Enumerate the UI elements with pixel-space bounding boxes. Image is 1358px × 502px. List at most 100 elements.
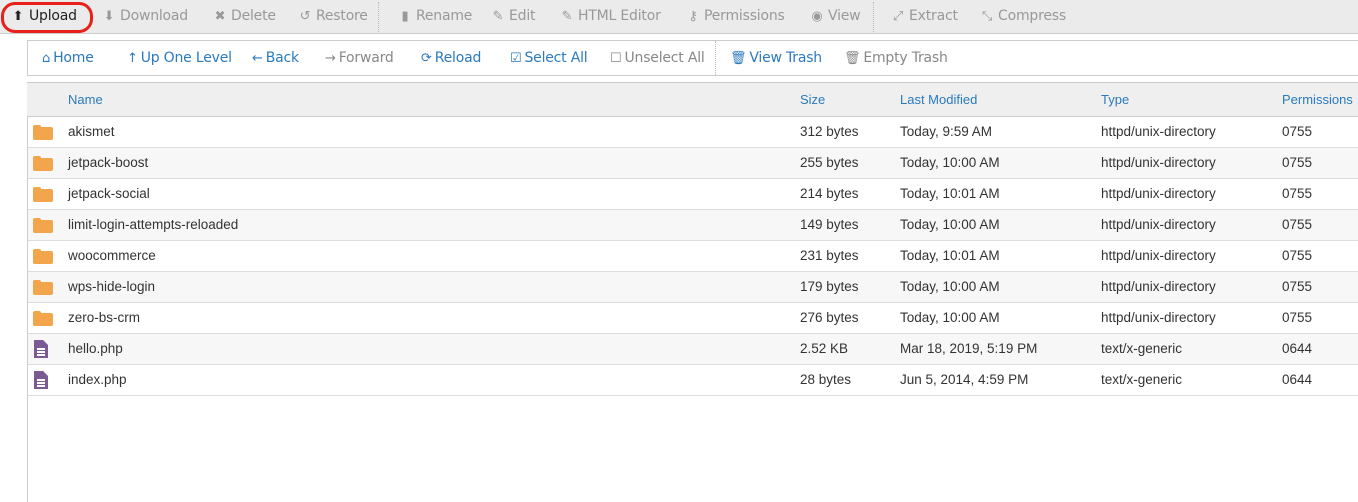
file-type: httpd/unix-directory: [1101, 155, 1216, 170]
empty-trash-button[interactable]: 🗑 Empty Trash: [844, 50, 948, 66]
column-header-last-modified[interactable]: Last Modified: [900, 92, 978, 107]
file-modified: Today, 10:00 AM: [900, 310, 1000, 325]
file-size: 276 bytes: [800, 310, 859, 325]
file-icon: [34, 340, 48, 358]
table-row[interactable]: wps-hide-login 179 bytes Today, 10:00 AM ht…: [28, 272, 1358, 303]
view-button[interactable]: ◉ View: [809, 8, 860, 24]
table-row[interactable]: zero-bs-crm 276 bytes Today, 10:00 AM httpd…: [28, 303, 1358, 334]
button-label: Restore: [316, 8, 368, 24]
table-row[interactable]: woocommerce 231 bytes Today, 10:01 AM httpd…: [28, 241, 1358, 272]
table-row[interactable]: akismet 312 bytes Today, 9:59 AM httpd/unix…: [28, 117, 1358, 148]
pencil-icon: ✎: [492, 9, 504, 24]
column-header-type[interactable]: Type: [1101, 92, 1130, 107]
file-name[interactable]: jetpack-social: [68, 186, 150, 201]
table-row[interactable]: jetpack-social 214 bytes Today, 10:01 AM ht…: [28, 179, 1358, 210]
compress-button[interactable]: ⤡ Compress: [979, 8, 1066, 24]
download-button[interactable]: ⬇ Download: [101, 8, 189, 24]
permissions-button[interactable]: ⚷ Permissions: [685, 8, 784, 24]
button-label: Compress: [998, 8, 1066, 24]
folder-icon: [33, 249, 53, 264]
column-header-permissions[interactable]: Permissions: [1282, 92, 1353, 107]
button-label: Edit: [509, 8, 536, 24]
file-name[interactable]: woocommerce: [68, 248, 156, 263]
file-size: 255 bytes: [800, 155, 859, 170]
table-row[interactable]: jetpack-boost 255 bytes Today, 10:00 AM htt…: [28, 148, 1358, 179]
checked-box-icon: ☑: [510, 51, 522, 66]
file-name[interactable]: wps-hide-login: [68, 279, 156, 294]
rename-button[interactable]: ▮ Rename: [397, 8, 473, 24]
file-name[interactable]: hello.php: [68, 341, 123, 356]
key-icon: ⚷: [688, 9, 698, 24]
file-modified: Today, 10:01 AM: [900, 248, 1000, 263]
file-size: 2.52 KB: [800, 341, 849, 356]
file-modified: Mar 18, 2019, 5:19 PM: [900, 341, 1038, 356]
file-size: 149 bytes: [800, 217, 859, 232]
file-type: httpd/unix-directory: [1101, 186, 1216, 201]
button-label: Download: [120, 8, 188, 24]
file-type: httpd/unix-directory: [1101, 248, 1216, 263]
home-icon: ⌂: [42, 51, 51, 66]
upload-highlight-circle: [1, 2, 93, 33]
home-button[interactable]: ⌂ Home: [42, 50, 94, 66]
folder-icon: [33, 187, 53, 202]
file-modified: Today, 10:00 AM: [900, 279, 1000, 294]
button-label: Up One Level: [140, 50, 232, 66]
file-name[interactable]: zero-bs-crm: [68, 310, 141, 325]
toolbar-divider: [378, 2, 379, 32]
extract-button[interactable]: ⤢ Extract: [890, 8, 958, 24]
toolbar-divider: [873, 2, 874, 32]
view-trash-button[interactable]: 🗑 View Trash: [730, 50, 822, 66]
close-icon: ✖: [214, 9, 226, 24]
delete-button[interactable]: ✖ Delete: [212, 8, 276, 24]
file-size: 214 bytes: [800, 186, 859, 201]
edit-square-icon: ✎: [561, 9, 573, 24]
upload-button[interactable]: ⬆ Upload: [10, 8, 77, 24]
expand-icon: ⤢: [892, 9, 904, 24]
undo-icon: ↺: [299, 9, 311, 24]
edit-button[interactable]: ✎ Edit: [490, 8, 536, 24]
button-label: View: [828, 8, 861, 24]
reload-button[interactable]: ⟳ Reload: [421, 50, 481, 66]
navigation-bar: ⌂ Home ↑ Up One Level ← Back → Forward ⟳ Reload ☑ S…: [27, 40, 1358, 76]
select-all-button[interactable]: ☑ Select All: [510, 50, 588, 66]
table-row[interactable]: index.php 28 bytes Jun 5, 2014, 4:59 PM tex…: [28, 365, 1358, 396]
refresh-icon: ⟳: [421, 51, 432, 66]
file-size: 179 bytes: [800, 279, 859, 294]
file-type: httpd/unix-directory: [1101, 124, 1216, 139]
file-name[interactable]: jetpack-boost: [68, 155, 149, 170]
file-name[interactable]: index.php: [68, 372, 127, 387]
trash-icon: 🗑: [730, 51, 747, 66]
button-label: Delete: [231, 8, 276, 24]
nav-divider: [715, 41, 716, 75]
button-label: Select All: [524, 50, 588, 66]
button-label: View Trash: [749, 50, 822, 66]
file-modified: Today, 10:00 AM: [900, 155, 1000, 170]
arrow-right-icon: →: [325, 51, 336, 66]
forward-button[interactable]: → Forward: [325, 50, 394, 66]
button-label: Extract: [909, 8, 958, 24]
file-name[interactable]: akismet: [68, 124, 115, 139]
button-label: Rename: [416, 8, 473, 24]
unselect-all-button[interactable]: ☐ Unselect All: [610, 50, 705, 66]
folder-icon: [33, 280, 53, 295]
restore-button[interactable]: ↺ Restore: [297, 8, 368, 24]
html-editor-button[interactable]: ✎ HTML Editor: [559, 8, 661, 24]
file-size: 312 bytes: [800, 124, 859, 139]
button-label: Forward: [338, 50, 394, 66]
file-permissions: 0755: [1282, 310, 1313, 325]
up-one-level-button[interactable]: ↑ Up One Level: [127, 50, 232, 66]
file-permissions: 0755: [1282, 279, 1313, 294]
table-row[interactable]: limit-login-attempts-reloaded 149 bytes To…: [28, 210, 1358, 241]
back-button[interactable]: ← Back: [252, 50, 299, 66]
table-row[interactable]: hello.php 2.52 KB Mar 18, 2019, 5:19 PM tex…: [28, 334, 1358, 365]
compress-icon: ⤡: [981, 9, 993, 24]
upload-icon: ⬆: [12, 9, 24, 24]
column-header-size[interactable]: Size: [800, 92, 826, 107]
file-name[interactable]: limit-login-attempts-reloaded: [68, 217, 239, 232]
folder-icon: [33, 218, 53, 233]
empty-box-icon: ☐: [610, 51, 622, 66]
column-header-name[interactable]: Name: [68, 92, 103, 107]
file-modified: Jun 5, 2014, 4:59 PM: [900, 372, 1029, 387]
file-permissions: 0755: [1282, 186, 1313, 201]
file-modified: Today, 10:00 AM: [900, 217, 1000, 232]
